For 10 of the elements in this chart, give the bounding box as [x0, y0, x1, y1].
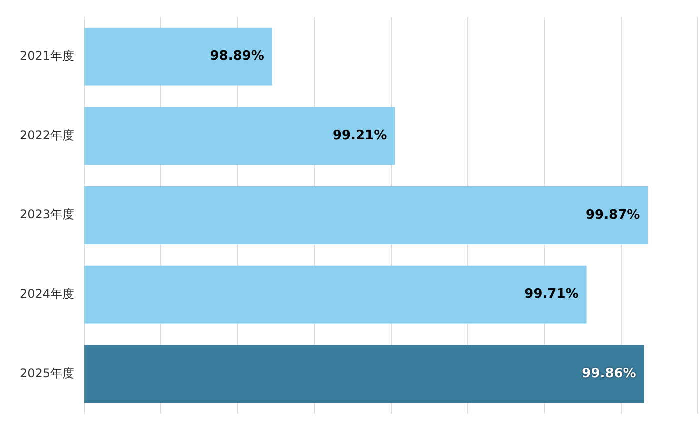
- data-label: 99.21%: [332, 128, 388, 144]
- y-tick-label: 2024年度: [20, 286, 75, 301]
- y-tick-label: 2022年度: [20, 128, 75, 142]
- y-tick-label: 2021年度: [20, 48, 75, 63]
- data-label: 98.89%: [210, 49, 264, 64]
- y-tick-label: 2025年度: [20, 366, 75, 380]
- data-label: 99.86%: [582, 366, 636, 382]
- y-tick-label: 2023年度: [20, 208, 75, 222]
- data-label: 99.87%: [586, 208, 640, 223]
- data-label: 99.71%: [524, 287, 579, 302]
